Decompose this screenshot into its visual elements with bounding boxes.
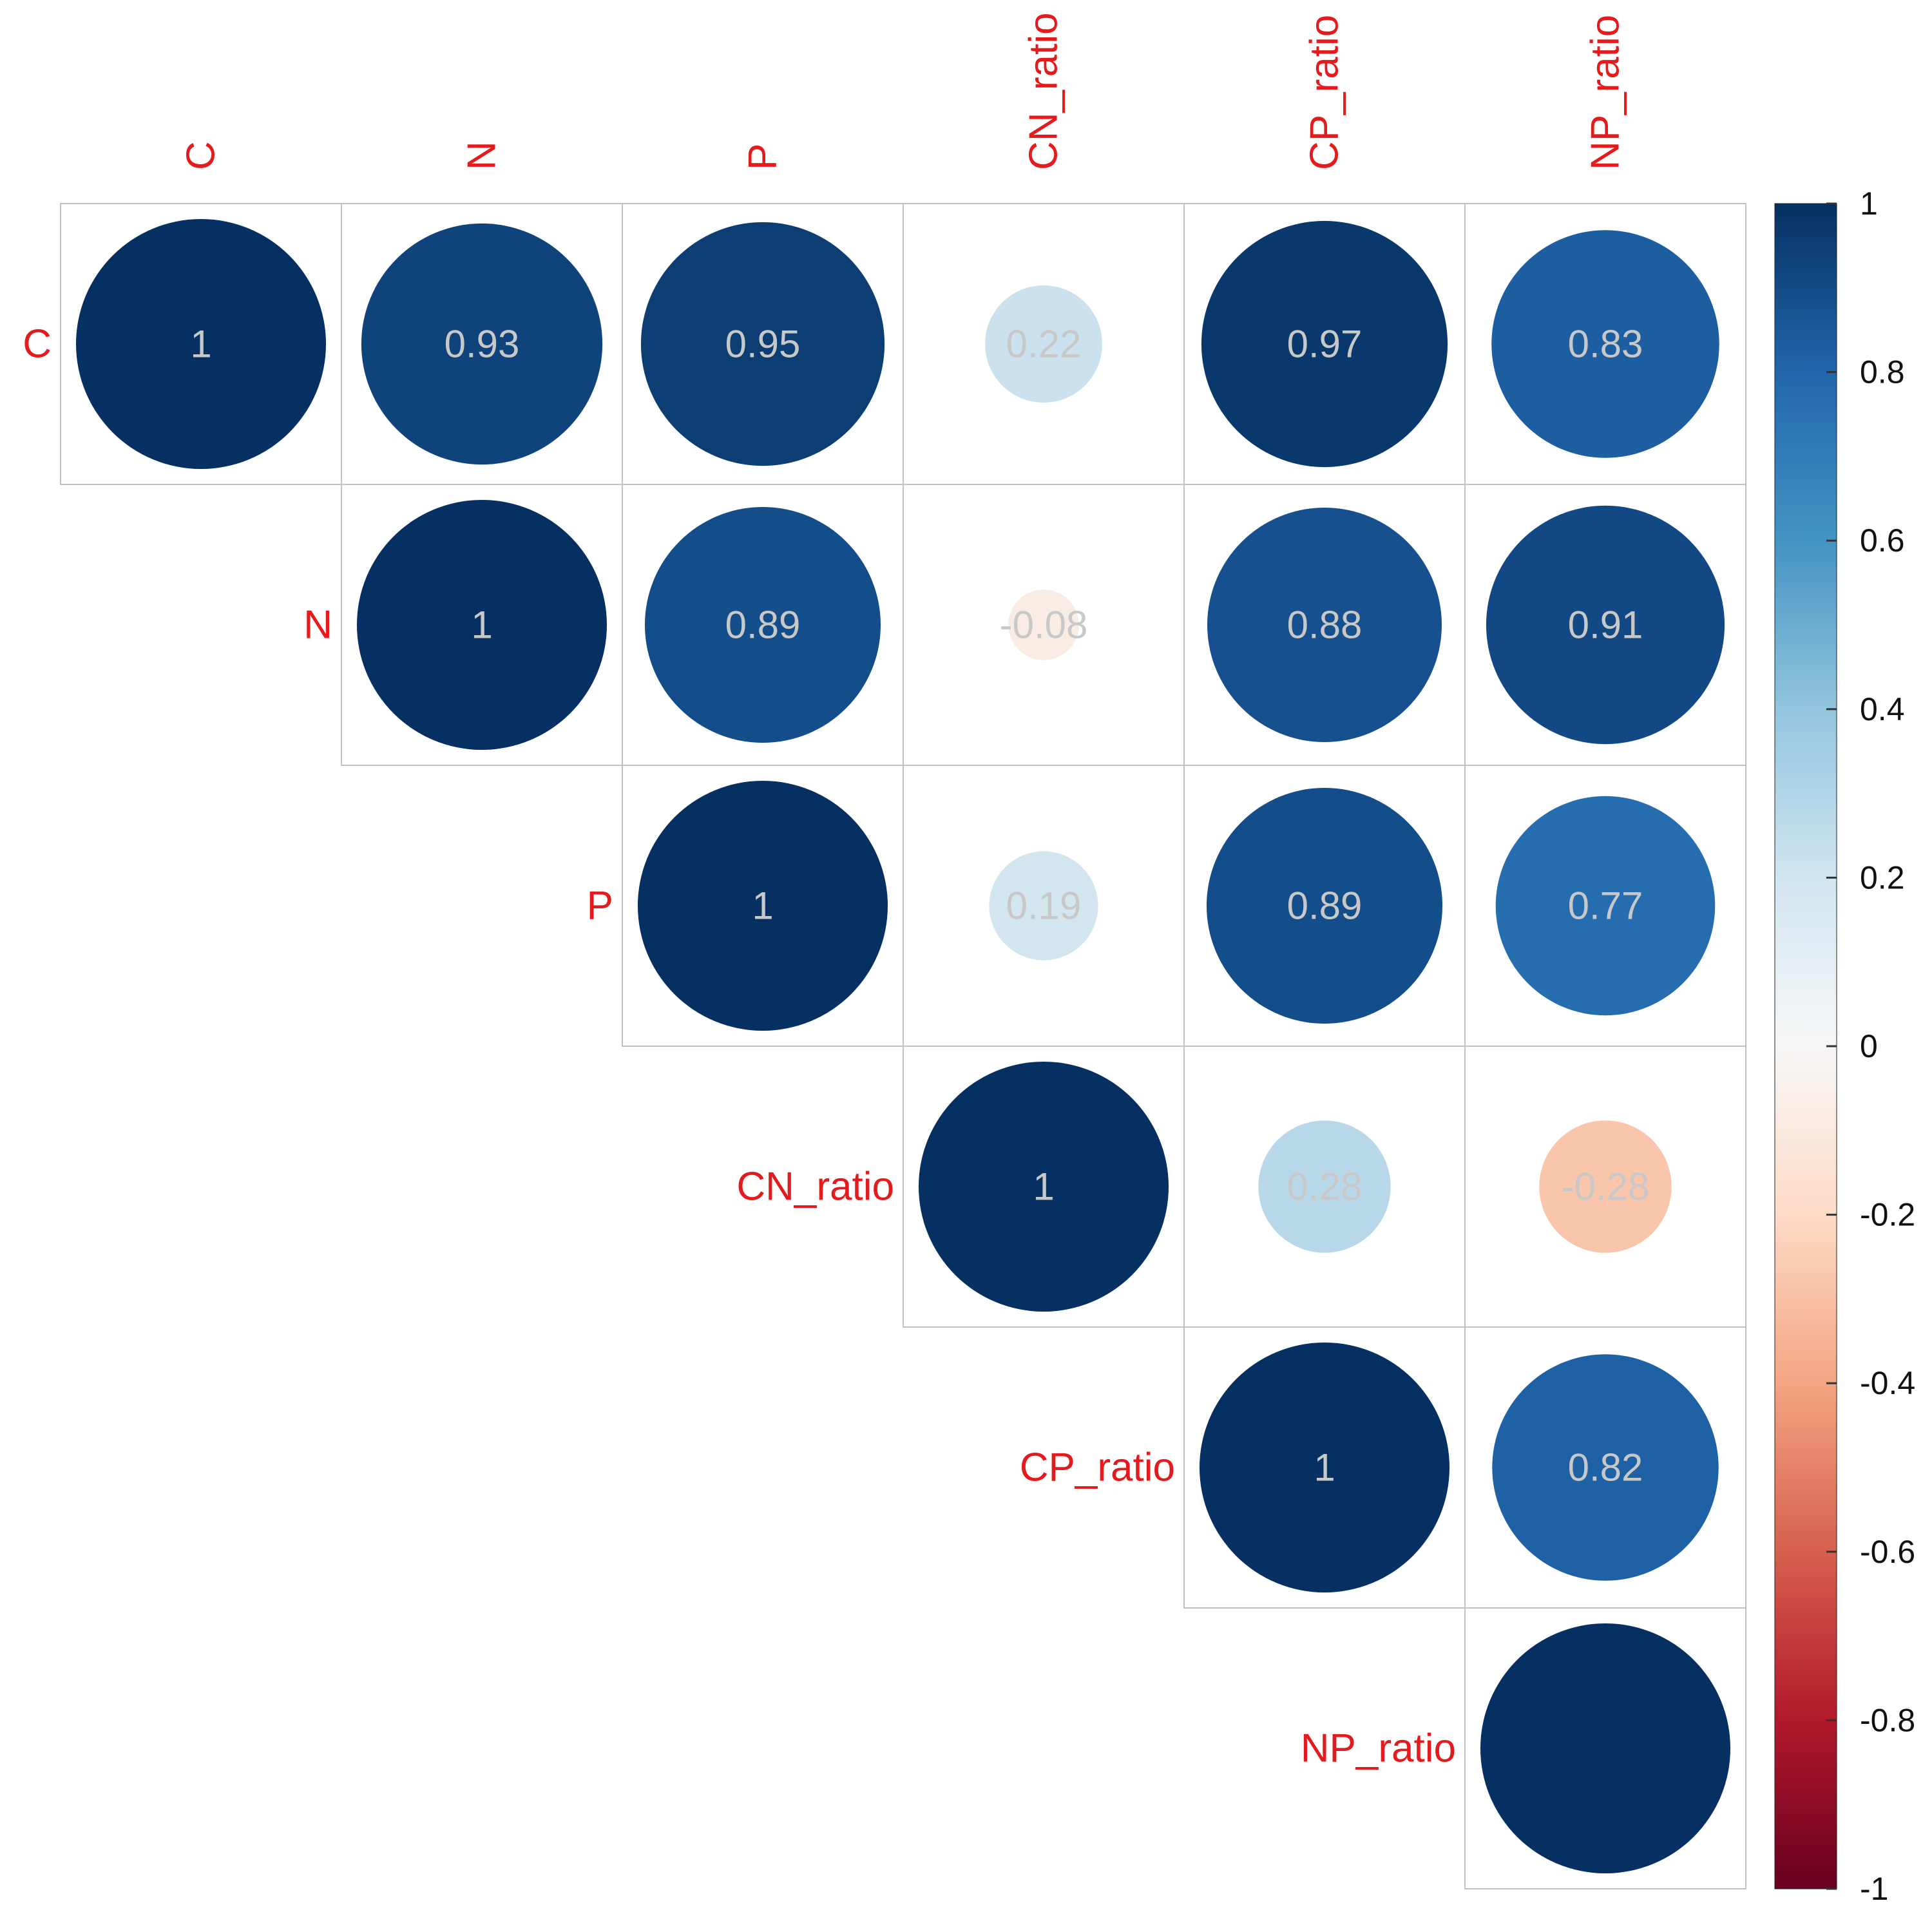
corr-circle-c-cp-ratio (1201, 220, 1448, 468)
coefficient-label-layer: 1 0.93 0.95 0.22 0.97 0.83 1 0.89 -0.08 0.88 0.91 1… (190, 323, 1649, 1489)
col-label-c: C (179, 141, 224, 170)
colorbar-tick-label: 1 (1860, 186, 1878, 222)
coef-label-n-cp-ratio: 0.88 (1287, 604, 1363, 647)
coef-label-p-cp-ratio: 0.89 (1287, 884, 1363, 928)
corr-circle-c-c (75, 218, 327, 470)
coef-label-p-cn-ratio: 0.19 (1006, 884, 1082, 928)
colorbar-tick-label: 0.4 (1860, 691, 1905, 727)
coef-label-c-cp-ratio: 0.97 (1287, 323, 1363, 366)
corr-circle-c-p (640, 222, 885, 466)
corr-circle-p-cn-ratio (989, 851, 1098, 961)
variable-label-layer: C N P CN_ratio CP_ratio NP_ratio C N P CN_ratio CP… (23, 12, 1627, 1770)
col-label-p: P (741, 144, 785, 170)
corr-circle-p-cp-ratio (1206, 787, 1443, 1024)
col-label-cn-ratio: CN_ratio (1022, 12, 1066, 170)
coef-label-cp-ratio-cp-ratio: 1 (1314, 1446, 1335, 1489)
colorbar-tick-label: 0.2 (1860, 859, 1905, 895)
corr-circle-p-p (637, 780, 888, 1031)
coef-label-n-np-ratio: 0.91 (1568, 604, 1643, 647)
row-label-n: N (303, 603, 332, 647)
row-label-cp-ratio: CP_ratio (1020, 1446, 1175, 1490)
corr-circle-n-p (644, 506, 881, 743)
coef-label-c-c: 1 (190, 323, 211, 366)
row-label-p: P (587, 884, 613, 928)
coef-label-c-n: 0.93 (445, 323, 520, 366)
colorbar-tick-label: -0.8 (1860, 1702, 1915, 1738)
coef-label-cp-ratio-np-ratio: 0.82 (1568, 1446, 1643, 1489)
grid-cell-np-ratio-np-ratio (1464, 1607, 1746, 1889)
corr-circle-c-np-ratio (1491, 230, 1719, 458)
colorbar-tick-label: -0.2 (1860, 1197, 1915, 1233)
coef-label-cn-ratio-cn-ratio: 1 (1033, 1165, 1054, 1209)
colorbar-tick-label: -1 (1860, 1871, 1888, 1907)
row-label-np-ratio: NP_ratio (1301, 1726, 1456, 1771)
grid-layer (60, 203, 1746, 1889)
colorbar-tick-label: 0.8 (1860, 354, 1905, 390)
coef-label-n-p: 0.89 (725, 604, 801, 647)
colorbar-tick-label: -0.4 (1860, 1365, 1915, 1401)
corr-circle-np-ratio-np-ratio (1480, 1623, 1731, 1874)
corr-circle-cn-ratio-cn-ratio (918, 1061, 1169, 1312)
corr-circle-cn-ratio-np-ratio (1539, 1120, 1672, 1253)
colorbar-tick-label: 0.6 (1860, 522, 1905, 559)
corr-circle-n-cp-ratio (1207, 507, 1442, 743)
col-label-n: N (460, 141, 504, 170)
corr-circle-cp-ratio-cp-ratio (1199, 1342, 1450, 1593)
corr-circle-p-np-ratio (1495, 796, 1716, 1016)
coef-label-p-np-ratio: 0.77 (1568, 884, 1643, 928)
coef-label-c-p: 0.95 (725, 323, 801, 366)
coef-label-n-cn-ratio: -0.08 (1000, 604, 1088, 647)
corr-circle-n-np-ratio (1486, 505, 1725, 745)
row-label-cn-ratio: CN_ratio (736, 1165, 894, 1209)
corr-circle-c-cn-ratio (984, 285, 1103, 403)
colorbar-tick-label: 0 (1860, 1028, 1878, 1064)
coef-label-n-n: 1 (471, 604, 492, 647)
colorbar-tick-label: -0.6 (1860, 1534, 1915, 1570)
row-label-c: C (23, 322, 52, 367)
corr-circle-c-n (361, 223, 603, 465)
col-label-cp-ratio: CP_ratio (1303, 15, 1347, 170)
coef-label-p-p: 1 (752, 884, 773, 928)
coef-label-cn-ratio-np-ratio: -0.28 (1562, 1165, 1650, 1209)
corr-circle-n-cn-ratio (1008, 589, 1079, 660)
coef-label-c-cn-ratio: 0.22 (1006, 323, 1082, 366)
colorbar: 1 0.8 0.6 0.4 0.2 0 -0.2 -0.4 -0.6 -0.8 -1 (1774, 186, 1915, 1907)
circle-layer (75, 218, 1731, 1874)
col-label-np-ratio: NP_ratio (1583, 15, 1628, 170)
corr-circle-cp-ratio-np-ratio (1492, 1354, 1719, 1581)
coef-label-cn-ratio-cp-ratio: 0.28 (1287, 1165, 1363, 1209)
corr-circle-cn-ratio-cp-ratio (1258, 1120, 1391, 1253)
coef-label-c-np-ratio: 0.83 (1568, 323, 1643, 366)
corr-circle-n-n (356, 499, 607, 750)
